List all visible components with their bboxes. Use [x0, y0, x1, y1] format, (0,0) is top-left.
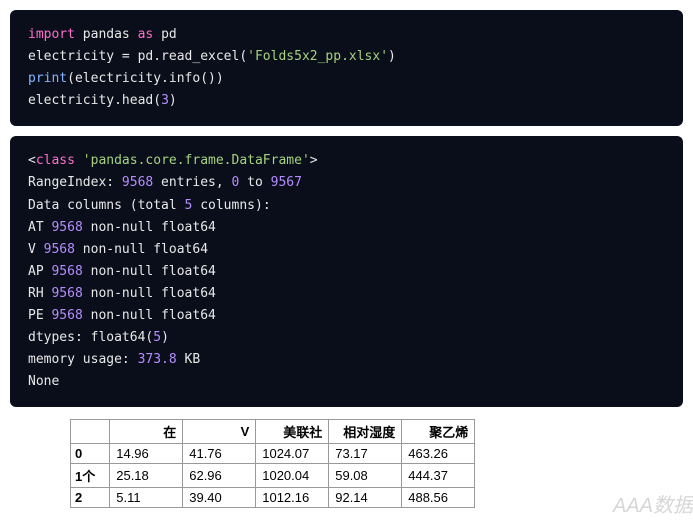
fn-read: pd.read_excel — [138, 49, 240, 64]
dataframe-table-wrap: 在 V 美联社 相对湿度 聚乙烯 0 14.96 41.76 1024.07 7… — [70, 419, 683, 508]
str-file: 'Folds5x2_pp.xlsx' — [247, 49, 388, 64]
cell: 1024.07 — [256, 444, 329, 464]
col-header: 在 — [110, 420, 183, 444]
table-row: 0 14.96 41.76 1024.07 73.17 463.26 — [71, 444, 475, 464]
cell: 39.40 — [183, 488, 256, 508]
kw-as: as — [138, 27, 154, 42]
row-index: 1个 — [71, 464, 110, 488]
code-input-block: import pandas as pd electricity = pd.rea… — [10, 10, 683, 126]
row-index: 2 — [71, 488, 110, 508]
code-output-block: <class 'pandas.core.frame.DataFrame'> Ra… — [10, 136, 683, 407]
txt-pandas: pandas — [83, 27, 130, 42]
table-header-row: 在 V 美联社 相对湿度 聚乙烯 — [71, 420, 475, 444]
cell: 59.08 — [329, 464, 402, 488]
cell: 92.14 — [329, 488, 402, 508]
cell: 62.96 — [183, 464, 256, 488]
cell: 73.17 — [329, 444, 402, 464]
table-row: 1个 25.18 62.96 1020.04 59.08 444.37 — [71, 464, 475, 488]
kw-import: import — [28, 27, 75, 42]
table-corner — [71, 420, 110, 444]
col-header: V — [183, 420, 256, 444]
dataframe-table: 在 V 美联社 相对湿度 聚乙烯 0 14.96 41.76 1024.07 7… — [70, 419, 475, 508]
col-header: 相对湿度 — [329, 420, 402, 444]
cell: 41.76 — [183, 444, 256, 464]
cell: 1020.04 — [256, 464, 329, 488]
col-header: 美联社 — [256, 420, 329, 444]
row-index: 0 — [71, 444, 110, 464]
txt-elec: electricity — [28, 49, 114, 64]
cell: 463.26 — [402, 444, 475, 464]
cell: 488.56 — [402, 488, 475, 508]
cell: 444.37 — [402, 464, 475, 488]
cell: 1012.16 — [256, 488, 329, 508]
table-row: 2 5.11 39.40 1012.16 92.14 488.56 — [71, 488, 475, 508]
txt-pd: pd — [161, 27, 177, 42]
cell: 14.96 — [110, 444, 183, 464]
cell: 5.11 — [110, 488, 183, 508]
col-header: 聚乙烯 — [402, 420, 475, 444]
fn-print: print — [28, 71, 67, 86]
cell: 25.18 — [110, 464, 183, 488]
